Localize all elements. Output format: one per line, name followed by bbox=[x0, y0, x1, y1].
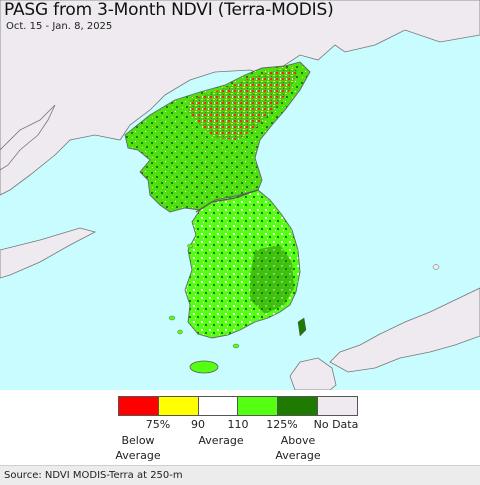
legend-bar bbox=[118, 396, 358, 416]
legend-average: Average bbox=[198, 434, 244, 447]
japan-kyushu bbox=[289, 357, 337, 390]
legend-tick-110: 110 bbox=[227, 418, 249, 431]
small-island bbox=[232, 343, 240, 349]
source-bar: Source: NDVI MODIS-Terra at 250-m bbox=[0, 465, 480, 485]
legend-tick-90: 90 bbox=[191, 418, 205, 431]
jeju-island bbox=[189, 360, 219, 374]
map-canvas bbox=[0, 0, 480, 390]
date-range: Oct. 15 - Jan. 8, 2025 bbox=[6, 21, 113, 32]
legend-tick-75: 75% bbox=[145, 418, 171, 431]
small-island bbox=[168, 315, 176, 321]
legend-swatch-110-125 bbox=[238, 397, 279, 415]
south-east-green bbox=[250, 245, 294, 314]
legend-tick-125: 125% bbox=[266, 418, 298, 431]
liaodong-peninsula bbox=[0, 104, 56, 171]
legend-swatch-below-75 bbox=[119, 397, 159, 415]
tsushima-island bbox=[297, 317, 307, 337]
legend-swatch-no-data bbox=[318, 397, 357, 415]
ulleungdo-island bbox=[432, 264, 440, 270]
dmz-border bbox=[195, 189, 259, 213]
small-island bbox=[177, 329, 183, 335]
map-frame: PASG from 3-Month NDVI (Terra-MODIS) Oct… bbox=[0, 0, 480, 390]
map-title: PASG from 3-Month NDVI (Terra-MODIS) bbox=[4, 0, 334, 20]
south-korea bbox=[184, 189, 301, 339]
legend-below-average: Below Average bbox=[115, 434, 161, 462]
shandong-peninsula bbox=[0, 227, 97, 279]
legend-tick-no-data: No Data bbox=[313, 418, 359, 431]
japan-honshu bbox=[329, 287, 480, 373]
north-dry-region bbox=[188, 68, 298, 140]
legend-swatch-75-90 bbox=[158, 397, 199, 415]
legend-swatch-above-125 bbox=[278, 397, 319, 415]
legend-swatch-90-110 bbox=[198, 397, 239, 415]
small-island bbox=[187, 243, 193, 249]
legend-above-average: Above Average bbox=[275, 434, 321, 462]
source-text: Source: NDVI MODIS-Terra at 250-m bbox=[4, 470, 183, 481]
mainland-landmass bbox=[0, 0, 480, 196]
